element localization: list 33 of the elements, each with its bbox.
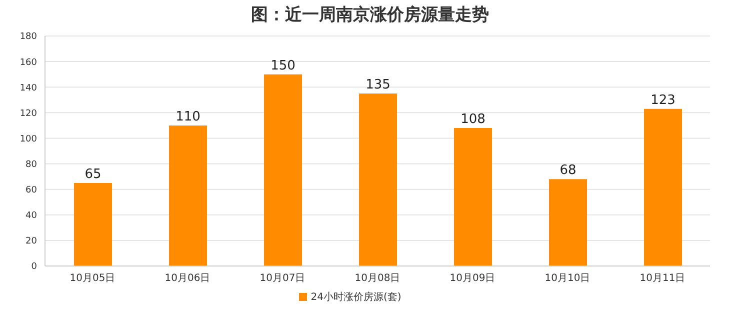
data-label: 150 [270, 58, 296, 74]
bar [74, 182, 112, 266]
x-tick-label: 10月10日 [544, 273, 590, 284]
y-tick-label: 160 [20, 58, 38, 68]
x-tick-label: 10月07日 [260, 273, 306, 284]
chart-title: 图：近一周南京涨价房源量走势 [250, 4, 490, 27]
y-tick-label: 80 [26, 160, 38, 170]
x-tick-label: 10月05日 [70, 273, 116, 284]
y-tick-label: 20 [26, 236, 38, 247]
data-label: 135 [366, 78, 390, 92]
y-tick-label: 100 [20, 134, 38, 144]
legend-label: 24小时涨价房源(套) [310, 292, 402, 303]
bar [264, 74, 302, 266]
y-tick-label: 120 [20, 108, 38, 119]
bar [359, 94, 397, 266]
bar [549, 179, 587, 266]
data-label: 110 [176, 109, 200, 124]
y-tick-label: 140 [20, 83, 38, 94]
data-label: 65 [84, 166, 102, 182]
y-tick-label: 180 [20, 32, 38, 42]
y-tick-label: 0 [31, 262, 38, 272]
bar [454, 128, 492, 266]
data-label: 123 [650, 92, 676, 108]
bar [644, 108, 682, 266]
bar [169, 125, 207, 266]
x-tick-label: 10月08日 [354, 273, 400, 284]
y-tick-label: 60 [26, 186, 38, 196]
y-tick-label: 40 [26, 211, 38, 222]
x-tick-label: 10月06日 [164, 273, 210, 284]
data-label: 108 [460, 112, 486, 127]
x-tick-label: 10月09日 [450, 273, 496, 284]
x-tick-label: 10月11日 [640, 273, 686, 284]
data-label: 68 [560, 163, 576, 178]
